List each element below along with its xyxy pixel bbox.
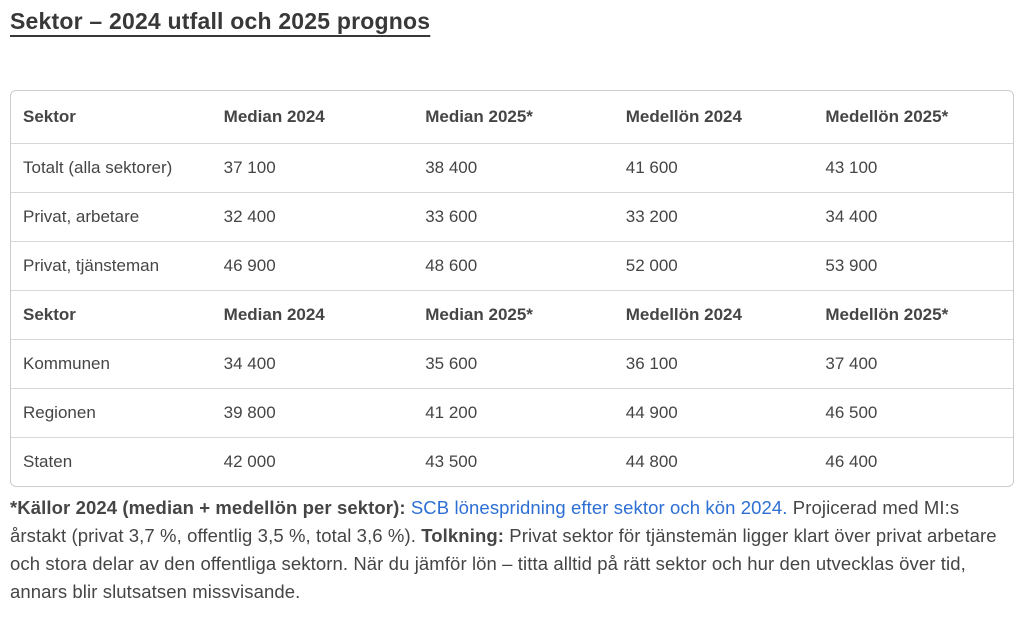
- column-header-median-2025: Median 2025*: [425, 107, 533, 126]
- column-header-medellon-2025: Medellön 2025*: [813, 290, 1013, 339]
- table-row-totalt: Totalt (alla sektorer) 37 100 38 400 41 …: [11, 143, 1013, 192]
- cell-value: 32 400: [211, 192, 414, 241]
- footnote-interpretation-label: Tolkning:: [421, 525, 505, 546]
- table-mid-header-row: Sektor Median 2024 Median 2025* Medellön…: [11, 290, 1013, 339]
- cell-value: 43 500: [413, 437, 614, 486]
- page-title: Sektor – 2024 utfall och 2025 prognos: [10, 8, 431, 34]
- cell-value: 38 400: [413, 143, 614, 192]
- cell-value: 44 800: [613, 437, 814, 486]
- column-header-median-2024: Median 2024: [223, 107, 325, 126]
- table-row-staten: Staten 42 000 43 500 44 800 46 400: [11, 437, 1013, 486]
- footnote: *Källor 2024 (median + medellön per sekt…: [10, 494, 1014, 606]
- row-label: Staten: [11, 437, 212, 486]
- cell-value: 39 800: [211, 388, 414, 437]
- cell-value: 37 400: [813, 339, 1013, 388]
- table-row-privat-arbetare: Privat, arbetare 32 400 33 600 33 200 34…: [11, 192, 1013, 241]
- footnote-interpretation-text: Privat sektor för tjänstemän ligger klar…: [10, 525, 997, 602]
- cell-value: 34 400: [211, 339, 414, 388]
- row-label: Totalt (alla sektorer): [11, 143, 212, 192]
- cell-value: 33 600: [413, 192, 614, 241]
- cell-value: 34 400: [813, 192, 1013, 241]
- column-header-medellon-2024: Medellön 2024: [625, 107, 742, 126]
- cell-value: 46 500: [813, 388, 1013, 437]
- table-header-row: Sektor Median 2024 Median 2025* Medellön…: [11, 91, 1013, 143]
- table-row-privat-tjansteman: Privat, tjänsteman 46 900 48 600 52 000 …: [11, 241, 1013, 290]
- column-header-medellon-2025: Medellön 2025*: [825, 107, 949, 126]
- cell-value: 46 400: [813, 437, 1013, 486]
- cell-value: 44 900: [613, 388, 814, 437]
- sector-salary-table: Sektor Median 2024 Median 2025* Medellön…: [10, 90, 1014, 487]
- cell-value: 37 100: [211, 143, 414, 192]
- column-header-medellon-2024: Medellön 2024: [613, 290, 814, 339]
- column-header-sektor: Sektor: [11, 290, 212, 339]
- cell-value: 36 100: [613, 339, 814, 388]
- cell-value: 41 600: [613, 143, 814, 192]
- cell-value: 46 900: [211, 241, 414, 290]
- table-row-kommunen: Kommunen 34 400 35 600 36 100 37 400: [11, 339, 1013, 388]
- footnote-sources-label: *Källor 2024 (median + medellön per sekt…: [10, 497, 406, 518]
- column-header-median-2025: Median 2025*: [413, 290, 614, 339]
- row-label: Privat, tjänsteman: [11, 241, 212, 290]
- column-header-sektor: Sektor: [23, 107, 76, 126]
- cell-value: 53 900: [813, 241, 1013, 290]
- row-label: Regionen: [11, 388, 212, 437]
- cell-value: 42 000: [211, 437, 414, 486]
- scb-source-link[interactable]: SCB lönespridning efter sektor och kön 2…: [410, 497, 788, 518]
- cell-value: 33 200: [613, 192, 814, 241]
- footnote-projection-text: Projicerad med MI:s årstakt (privat 3,7 …: [10, 497, 960, 546]
- cell-value: 52 000: [613, 241, 814, 290]
- cell-value: 35 600: [413, 339, 614, 388]
- cell-value: 41 200: [413, 388, 614, 437]
- row-label: Kommunen: [11, 339, 212, 388]
- column-header-median-2024: Median 2024: [211, 290, 414, 339]
- table-row-regionen: Regionen 39 800 41 200 44 900 46 500: [11, 388, 1013, 437]
- cell-value: 43 100: [813, 143, 1013, 192]
- row-label: Privat, arbetare: [11, 192, 212, 241]
- cell-value: 48 600: [413, 241, 614, 290]
